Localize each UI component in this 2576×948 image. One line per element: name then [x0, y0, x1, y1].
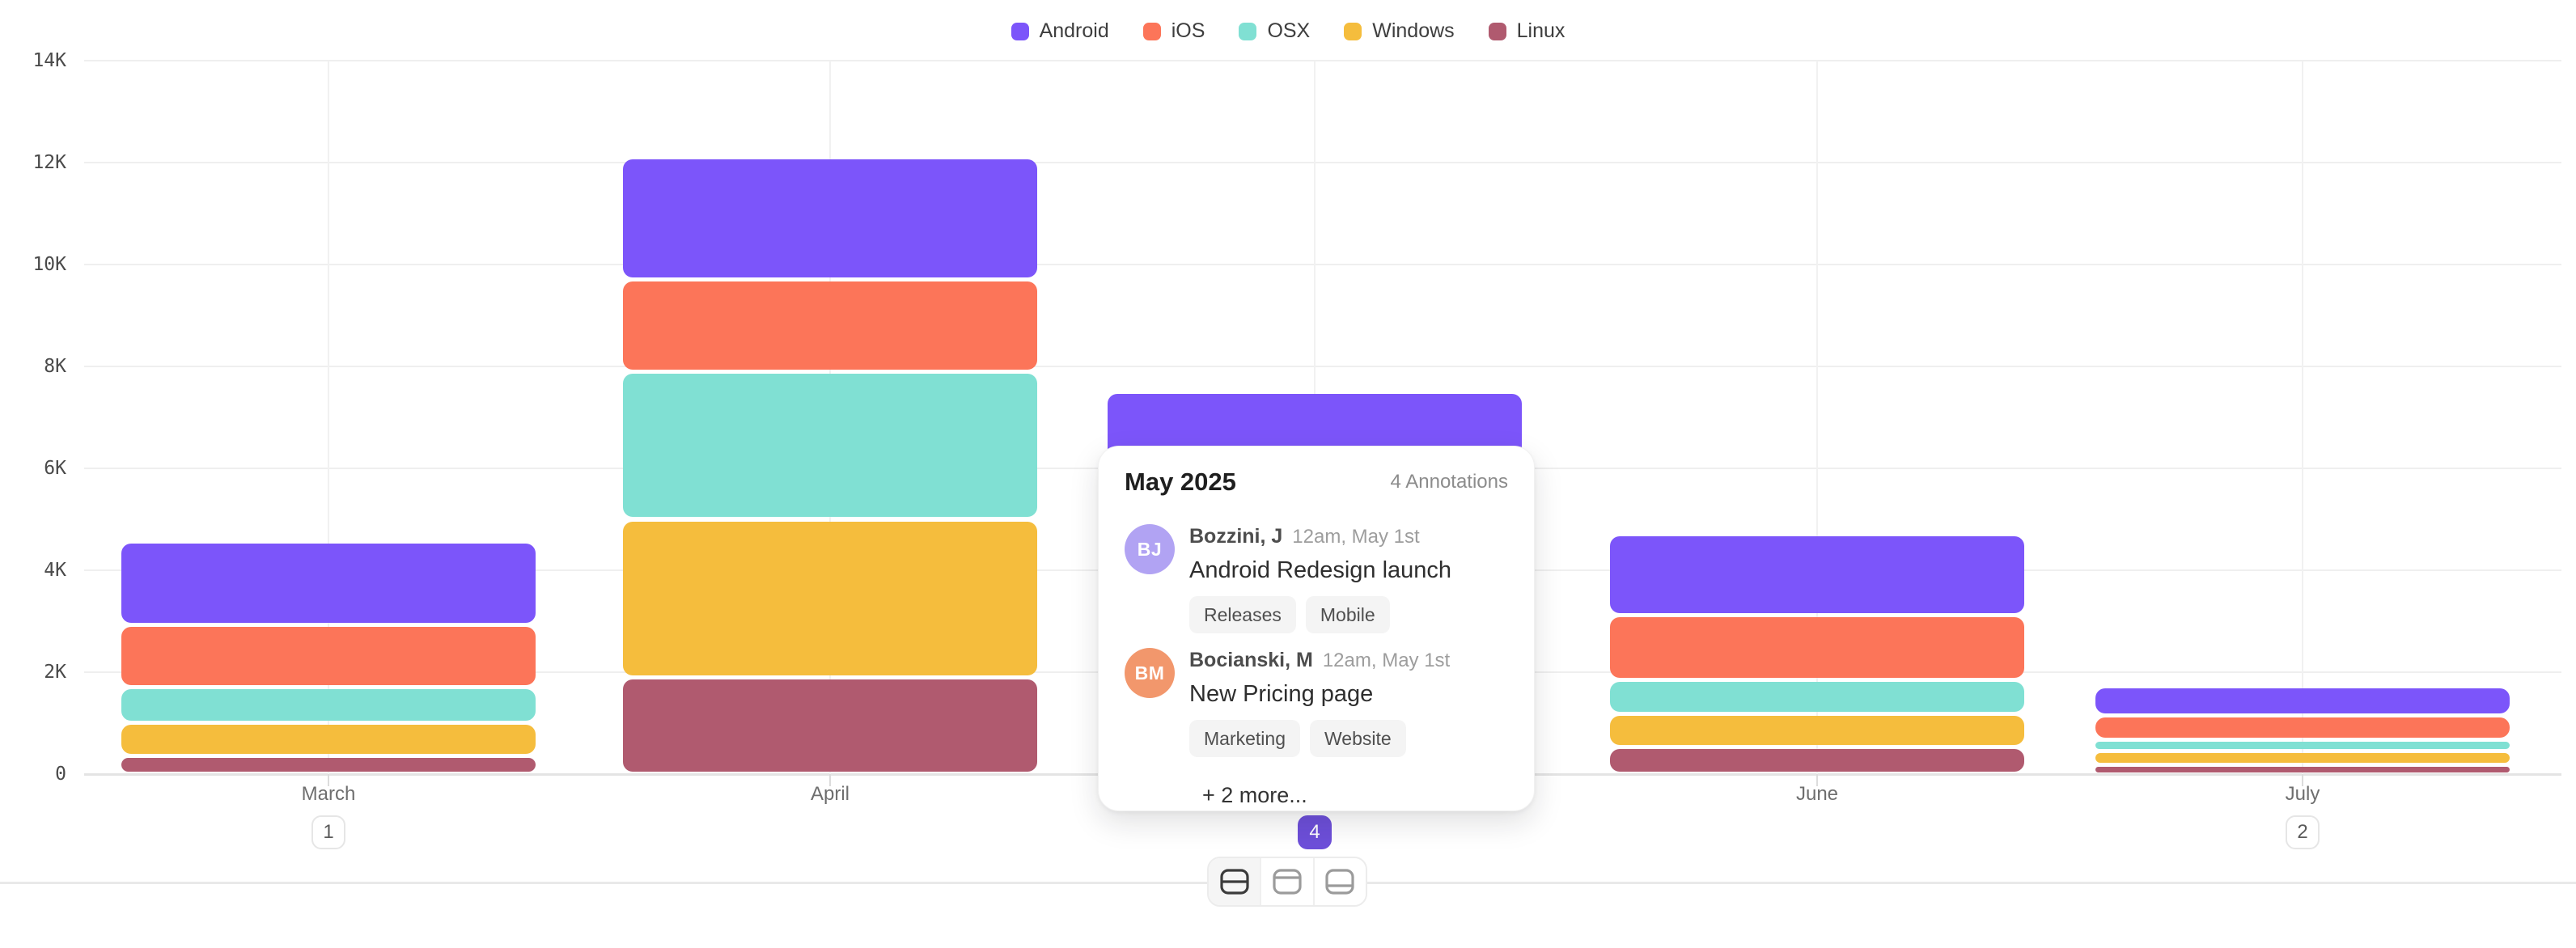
bar-segment-windows-march[interactable] [121, 724, 536, 754]
legend-swatch-icon [1142, 22, 1161, 40]
layout-header-panel-icon [1273, 869, 1302, 895]
gridline-horizontal [84, 162, 2561, 163]
annotation-body: Bocianski, M 12am, May 1st New Pricing p… [1189, 648, 1450, 757]
legend-label: OSX [1267, 19, 1311, 42]
y-axis-tick-label: 14K [32, 50, 66, 71]
annotation-author: Bocianski, M [1189, 649, 1313, 671]
bar-segment-linux-april[interactable] [623, 679, 1037, 772]
layout-footer-panel-icon [1325, 869, 1354, 895]
y-axis-tick-label: 12K [32, 152, 66, 173]
legend-swatch-icon [1344, 22, 1362, 40]
gridline-horizontal [84, 264, 2561, 265]
bar-segment-ios-july[interactable] [2095, 717, 2510, 739]
bar-segment-osx-june[interactable] [1610, 681, 2024, 713]
annotation-item[interactable]: BM Bocianski, M 12am, May 1st New Pricin… [1125, 648, 1508, 757]
avatar: BJ [1125, 524, 1175, 574]
annotation-popup: May 2025 4 Annotations BJ Bozzini, J 12a… [1098, 446, 1535, 811]
legend-swatch-icon [1488, 22, 1506, 40]
legend-label: iOS [1171, 19, 1205, 42]
bar-segment-ios-march[interactable] [121, 626, 536, 685]
bar-segment-linux-july[interactable] [2095, 767, 2510, 773]
layout-header-panel-button[interactable] [1260, 858, 1313, 905]
bar-segment-windows-july[interactable] [2095, 753, 2510, 764]
y-axis-tick-label: 6K [44, 458, 66, 479]
annotation-tag[interactable]: Marketing [1189, 720, 1300, 757]
show-more-annotations-link[interactable]: + 2 more... [1202, 783, 1307, 807]
bar-segment-android-july[interactable] [2095, 688, 2510, 714]
bar-segment-android-june[interactable] [1610, 535, 2024, 613]
x-axis-label-june: June [1795, 783, 1839, 805]
annotation-title: New Pricing page [1189, 681, 1374, 707]
legend-item-linux[interactable]: Linux [1488, 19, 1566, 43]
annotation-popup-header: May 2025 4 Annotations [1125, 468, 1508, 497]
legend-item-windows[interactable]: Windows [1344, 19, 1455, 43]
y-axis-tick-label: 10K [32, 254, 66, 275]
annotation-tag[interactable]: Website [1309, 720, 1406, 757]
x-axis-tick [2302, 774, 2303, 786]
annotation-author: Bozzini, J [1189, 525, 1283, 548]
annotation-timestamp: 12am, May 1st [1322, 650, 1451, 671]
layout-split-rows-button[interactable] [1209, 858, 1260, 905]
legend-swatch-icon [1239, 22, 1257, 40]
layout-footer-panel-button[interactable] [1312, 858, 1366, 905]
y-axis-tick-label: 8K [44, 356, 66, 377]
annotation-tag[interactable]: Mobile [1305, 596, 1390, 633]
gridline-vertical [328, 61, 329, 774]
y-axis-tick-label: 4K [44, 560, 66, 581]
bar-segment-ios-june[interactable] [1610, 616, 2024, 678]
x-axis-label-july: July [2285, 783, 2320, 805]
annotation-tag[interactable]: Releases [1189, 596, 1296, 633]
annotation-title: Android Redesign launch [1189, 557, 1452, 583]
popup-month-title: May 2025 [1125, 468, 1236, 496]
legend-item-android[interactable]: Android [1010, 19, 1109, 43]
legend-label: Windows [1372, 19, 1455, 42]
legend-label: Linux [1516, 19, 1566, 42]
avatar: BM [1125, 648, 1175, 698]
bar-segment-linux-march[interactable] [121, 757, 536, 772]
annotation-count-badge-may[interactable]: 4 [1298, 815, 1332, 849]
legend-item-osx[interactable]: OSX [1239, 19, 1310, 43]
y-axis-tick-label: 0 [55, 764, 66, 785]
x-axis-tick [328, 774, 329, 786]
layout-split-rows-icon [1220, 869, 1249, 895]
x-axis-label-april: April [810, 783, 849, 805]
bar-segment-ios-april[interactable] [623, 281, 1037, 370]
x-axis-tick [1816, 774, 1818, 786]
y-axis-tick-label: 2K [44, 662, 66, 683]
legend-label: Android [1039, 19, 1109, 42]
layout-toolbar [1207, 857, 1367, 907]
annotation-body: Bozzini, J 12am, May 1st Android Redesig… [1189, 524, 1451, 633]
annotation-count-badge-march[interactable]: 1 [311, 815, 345, 849]
gridline-horizontal [84, 60, 2561, 61]
annotation-item[interactable]: BJ Bozzini, J 12am, May 1st Android Rede… [1125, 524, 1508, 633]
gridline-vertical [1816, 61, 1818, 774]
chart-legend: Android iOS OSX Windows Linux [0, 19, 2576, 43]
bar-segment-windows-april[interactable] [623, 521, 1037, 675]
bar-segment-osx-july[interactable] [2095, 742, 2510, 750]
bar-segment-android-april[interactable] [623, 159, 1037, 278]
annotation-count-badge-july[interactable]: 2 [2286, 815, 2320, 849]
x-axis-tick [829, 774, 831, 786]
bar-segment-android-march[interactable] [121, 544, 536, 623]
annotation-timestamp: 12am, May 1st [1292, 526, 1420, 548]
legend-swatch-icon [1010, 22, 1029, 40]
bar-segment-windows-june[interactable] [1610, 716, 2024, 746]
gridline-vertical [2302, 61, 2303, 774]
bar-segment-osx-april[interactable] [623, 373, 1037, 518]
popup-annotation-count: 4 Annotations [1390, 471, 1508, 493]
gridline-horizontal [84, 366, 2561, 367]
bar-segment-osx-march[interactable] [121, 688, 536, 721]
bar-segment-linux-june[interactable] [1610, 749, 2024, 772]
legend-item-ios[interactable]: iOS [1142, 19, 1205, 43]
x-axis-label-march: March [301, 783, 356, 805]
